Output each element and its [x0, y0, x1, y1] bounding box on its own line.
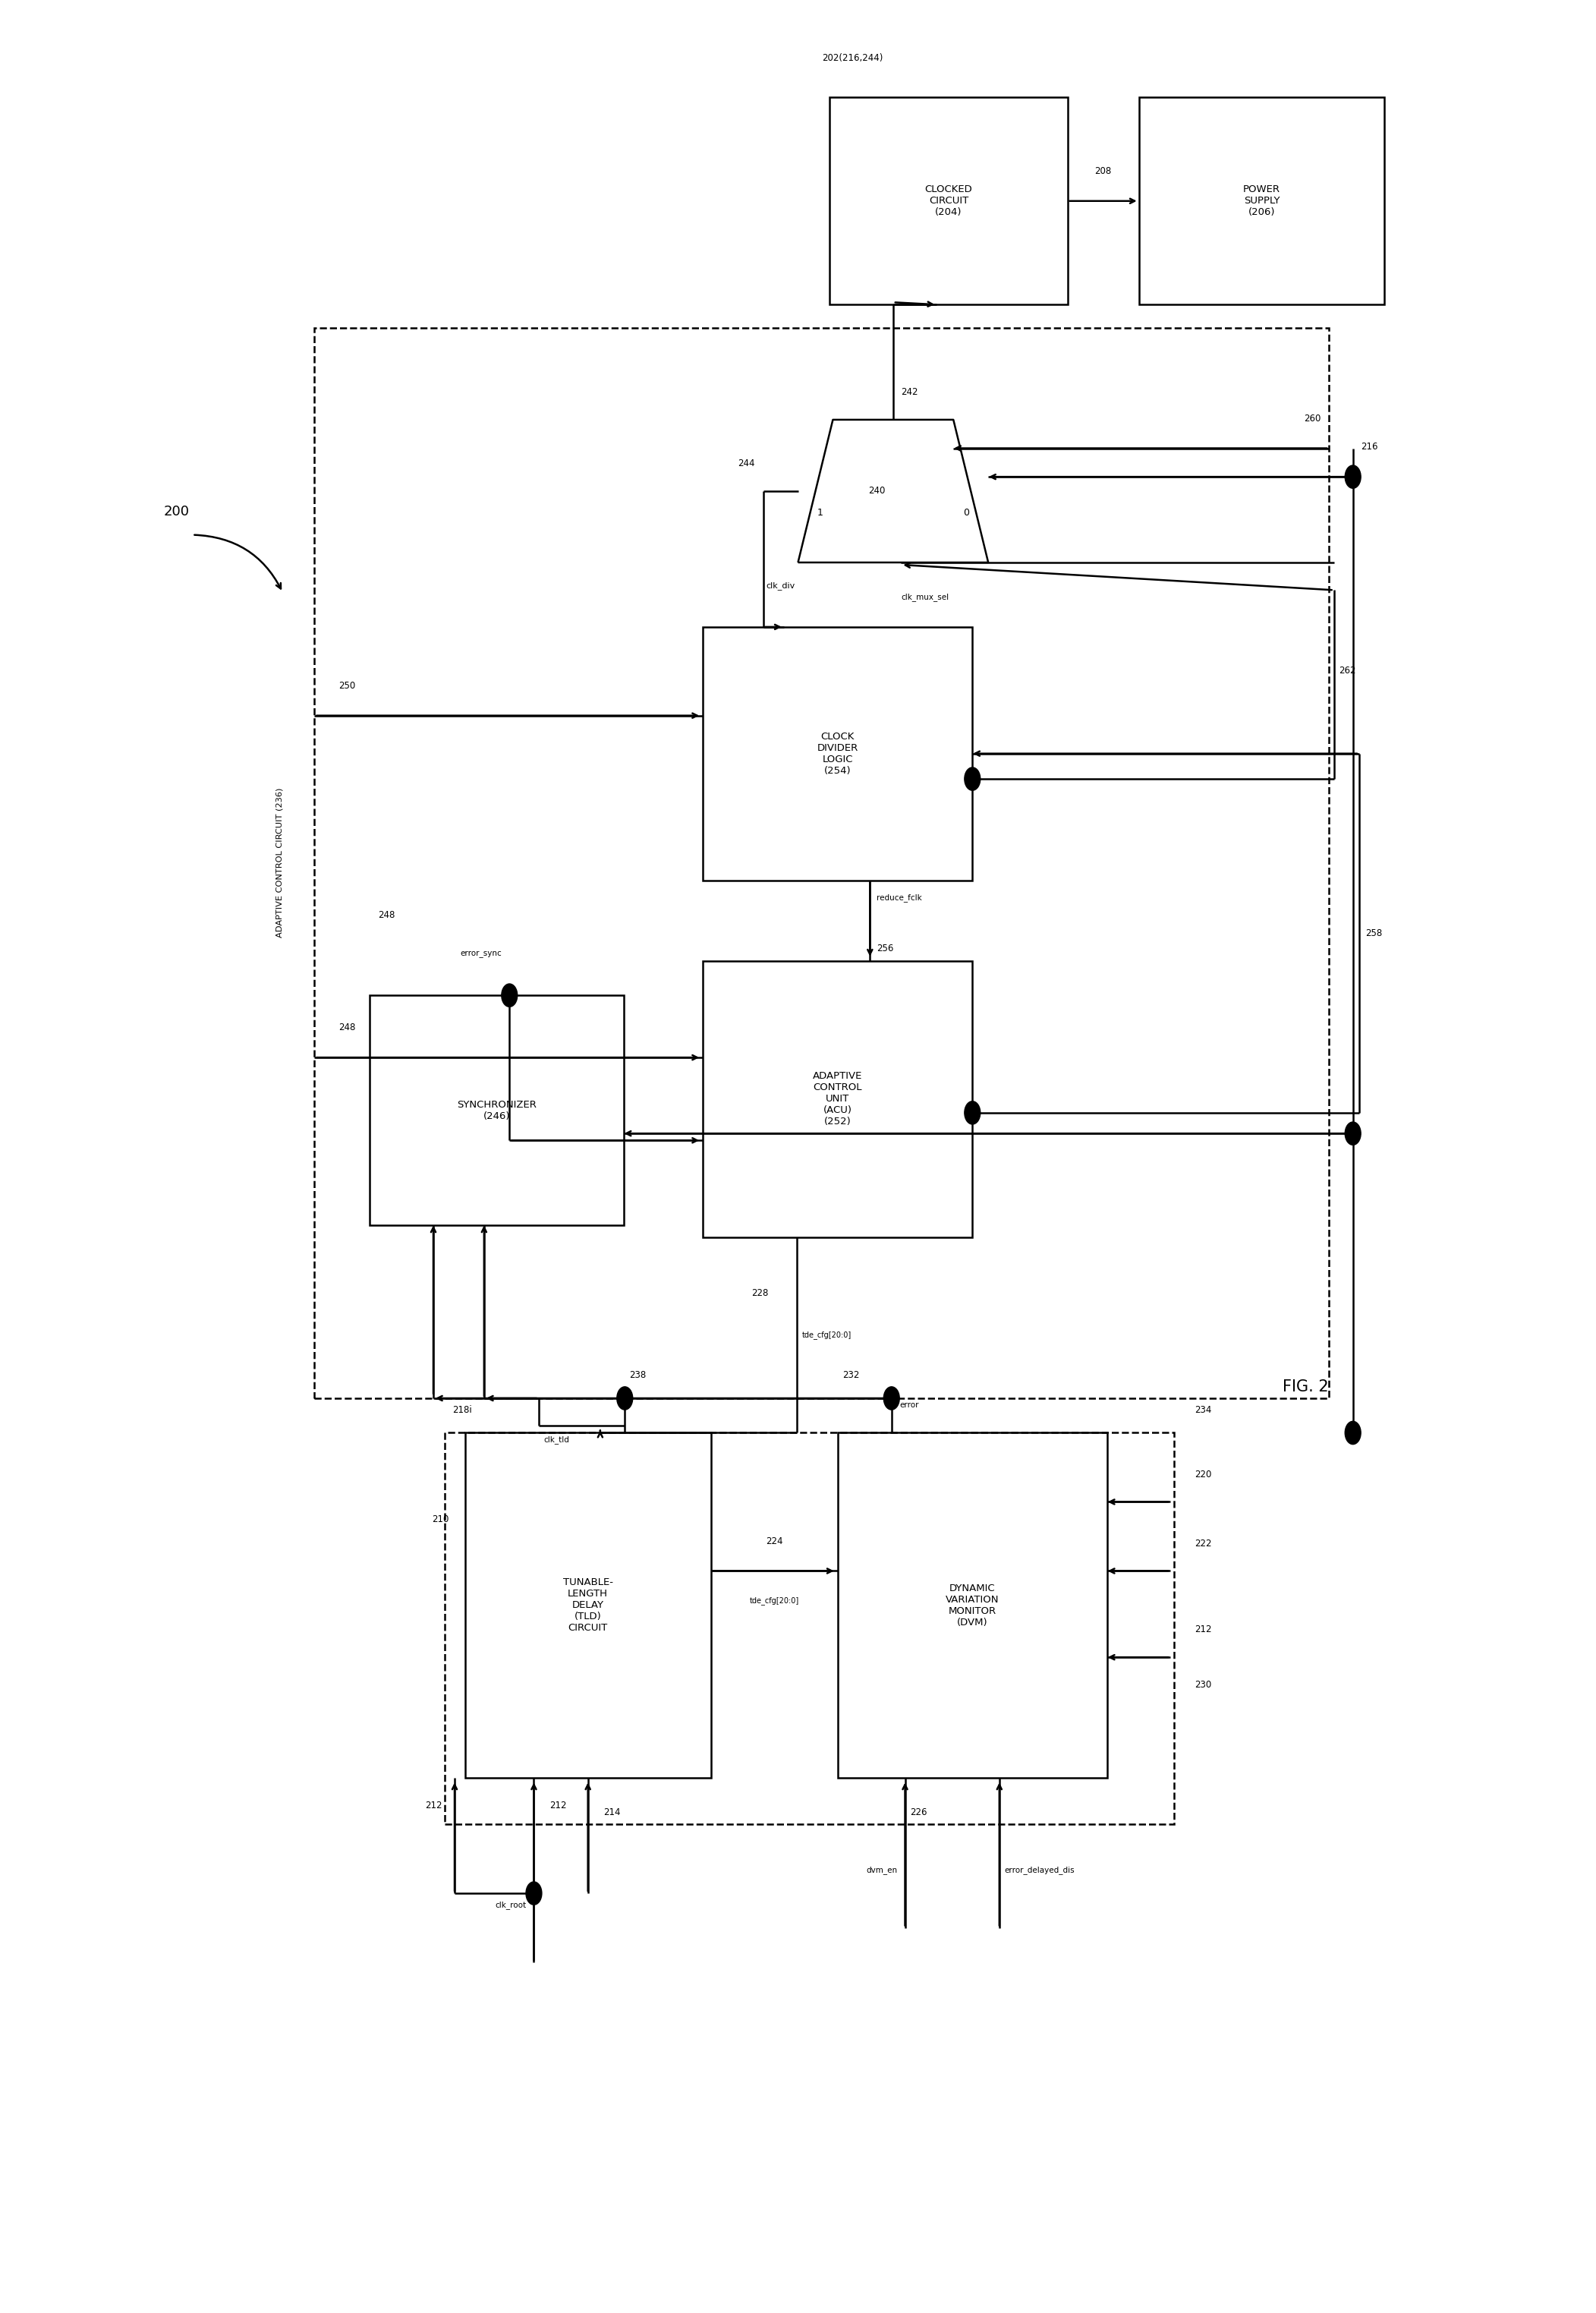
- Text: 202(216,244): 202(216,244): [822, 53, 883, 62]
- Bar: [444, 1432, 1173, 1825]
- Text: 220: 220: [1194, 1469, 1211, 1480]
- Text: 250: 250: [338, 680, 354, 692]
- Text: clk_tld: clk_tld: [544, 1436, 570, 1443]
- Text: 224: 224: [766, 1536, 782, 1545]
- Circle shape: [884, 1388, 900, 1409]
- Text: 258: 258: [1366, 928, 1382, 939]
- Bar: [702, 627, 972, 881]
- Bar: [314, 328, 1329, 1399]
- Bar: [830, 97, 1068, 305]
- Text: 222: 222: [1194, 1538, 1211, 1547]
- Text: POWER
SUPPLY
(206): POWER SUPPLY (206): [1243, 185, 1280, 217]
- Circle shape: [1345, 1122, 1361, 1145]
- Text: error_sync: error_sync: [460, 951, 501, 958]
- Text: 218i: 218i: [452, 1404, 472, 1416]
- Text: 256: 256: [876, 944, 894, 953]
- Text: 0: 0: [962, 507, 969, 518]
- Bar: [370, 995, 624, 1226]
- Bar: [702, 960, 972, 1237]
- Text: reduce_fclk: reduce_fclk: [876, 893, 921, 902]
- Text: CLOCKED
CIRCUIT
(204): CLOCKED CIRCUIT (204): [924, 185, 972, 217]
- Text: 248: 248: [378, 909, 394, 921]
- Text: 212: 212: [425, 1802, 442, 1811]
- Text: 242: 242: [902, 386, 918, 398]
- Text: 232: 232: [843, 1369, 860, 1381]
- Text: 248: 248: [338, 1022, 356, 1032]
- Bar: [464, 1432, 710, 1779]
- Text: 200: 200: [164, 504, 190, 518]
- Text: dvm_en: dvm_en: [867, 1867, 897, 1874]
- Text: 260: 260: [1304, 414, 1321, 423]
- Text: clk_mux_sel: clk_mux_sel: [902, 592, 950, 601]
- Text: 226: 226: [910, 1809, 927, 1818]
- Text: CLOCK
DIVIDER
LOGIC
(254): CLOCK DIVIDER LOGIC (254): [817, 731, 859, 775]
- Text: ADAPTIVE CONTROL CIRCUIT (236): ADAPTIVE CONTROL CIRCUIT (236): [276, 789, 284, 937]
- Text: clk_root: clk_root: [495, 1901, 527, 1908]
- Text: error_delayed_dis: error_delayed_dis: [1004, 1867, 1074, 1874]
- Text: clk_div: clk_div: [766, 581, 795, 590]
- Text: tde_cfg[20:0]: tde_cfg[20:0]: [801, 1330, 852, 1339]
- Text: tde_cfg[20:0]: tde_cfg[20:0]: [750, 1596, 800, 1605]
- Text: 262: 262: [1339, 666, 1355, 675]
- Text: 230: 230: [1194, 1679, 1211, 1691]
- Text: 238: 238: [629, 1369, 646, 1381]
- Text: 244: 244: [737, 458, 755, 470]
- Text: 1: 1: [817, 507, 824, 518]
- Text: 228: 228: [752, 1288, 769, 1298]
- Circle shape: [1345, 465, 1361, 488]
- Circle shape: [527, 1883, 541, 1906]
- Bar: [838, 1432, 1108, 1779]
- Text: 214: 214: [603, 1809, 621, 1818]
- Text: 216: 216: [1361, 442, 1377, 451]
- Circle shape: [1345, 1420, 1361, 1443]
- Text: 234: 234: [1194, 1404, 1211, 1416]
- Text: 210: 210: [433, 1515, 448, 1524]
- Circle shape: [964, 1101, 980, 1124]
- Text: TUNABLE-
LENGTH
DELAY
(TLD)
CIRCUIT: TUNABLE- LENGTH DELAY (TLD) CIRCUIT: [563, 1577, 613, 1633]
- Text: error: error: [900, 1402, 919, 1409]
- Text: ADAPTIVE
CONTROL
UNIT
(ACU)
(252): ADAPTIVE CONTROL UNIT (ACU) (252): [812, 1071, 862, 1126]
- Text: DYNAMIC
VARIATION
MONITOR
(DVM): DYNAMIC VARIATION MONITOR (DVM): [946, 1584, 999, 1628]
- Text: 212: 212: [549, 1802, 567, 1811]
- Text: 208: 208: [1095, 167, 1112, 176]
- Text: SYNCHRONIZER
(246): SYNCHRONIZER (246): [456, 1099, 536, 1122]
- Text: FIG. 2: FIG. 2: [1282, 1379, 1328, 1395]
- Bar: [1140, 97, 1385, 305]
- Text: 240: 240: [868, 486, 886, 495]
- Circle shape: [618, 1388, 632, 1409]
- Circle shape: [964, 768, 980, 791]
- Circle shape: [501, 983, 517, 1006]
- Text: 212: 212: [1194, 1624, 1211, 1635]
